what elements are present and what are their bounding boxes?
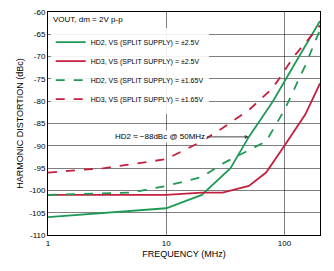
svg-text:-90: -90 bbox=[34, 142, 46, 151]
svg-text:HD2, VS (SPLIT SUPPLY) = ±2.5V: HD2, VS (SPLIT SUPPLY) = ±2.5V bbox=[91, 39, 200, 47]
svg-text:-110: -110 bbox=[30, 231, 46, 240]
svg-text:HD2, VS (SPLIT SUPPLY) = ±1.65: HD2, VS (SPLIT SUPPLY) = ±1.65V bbox=[91, 77, 204, 85]
svg-text:-105: -105 bbox=[29, 209, 46, 218]
svg-text:HD3, VS (SPLIT SUPPLY) = ±2.5V: HD3, VS (SPLIT SUPPLY) = ±2.5V bbox=[91, 58, 200, 66]
svg-text:10: 10 bbox=[162, 239, 171, 248]
svg-text:-85: -85 bbox=[34, 119, 46, 128]
svg-text:-65: -65 bbox=[34, 30, 46, 39]
svg-text:-75: -75 bbox=[34, 75, 46, 84]
svg-text:HD2 ≈ −88dBc @ 50MHz: HD2 ≈ −88dBc @ 50MHz bbox=[115, 132, 205, 141]
svg-text:VOUT, dm = 2V p-p: VOUT, dm = 2V p-p bbox=[53, 15, 123, 24]
svg-text:-100: -100 bbox=[29, 186, 46, 195]
svg-text:-95: -95 bbox=[34, 164, 46, 173]
svg-text:1: 1 bbox=[46, 239, 51, 248]
svg-text:HD3, VS (SPLIT SUPPLY) = ±1.65: HD3, VS (SPLIT SUPPLY) = ±1.65V bbox=[91, 96, 204, 104]
svg-text:FREQUENCY (MHz): FREQUENCY (MHz) bbox=[142, 249, 225, 259]
svg-text:-60: -60 bbox=[34, 8, 46, 17]
svg-text:-80: -80 bbox=[34, 97, 46, 106]
svg-text:100: 100 bbox=[278, 239, 292, 248]
svg-text:HARMONIC DISTORTION (dBc): HARMONIC DISTORTION (dBc) bbox=[15, 58, 25, 189]
svg-text:-70: -70 bbox=[34, 52, 46, 61]
